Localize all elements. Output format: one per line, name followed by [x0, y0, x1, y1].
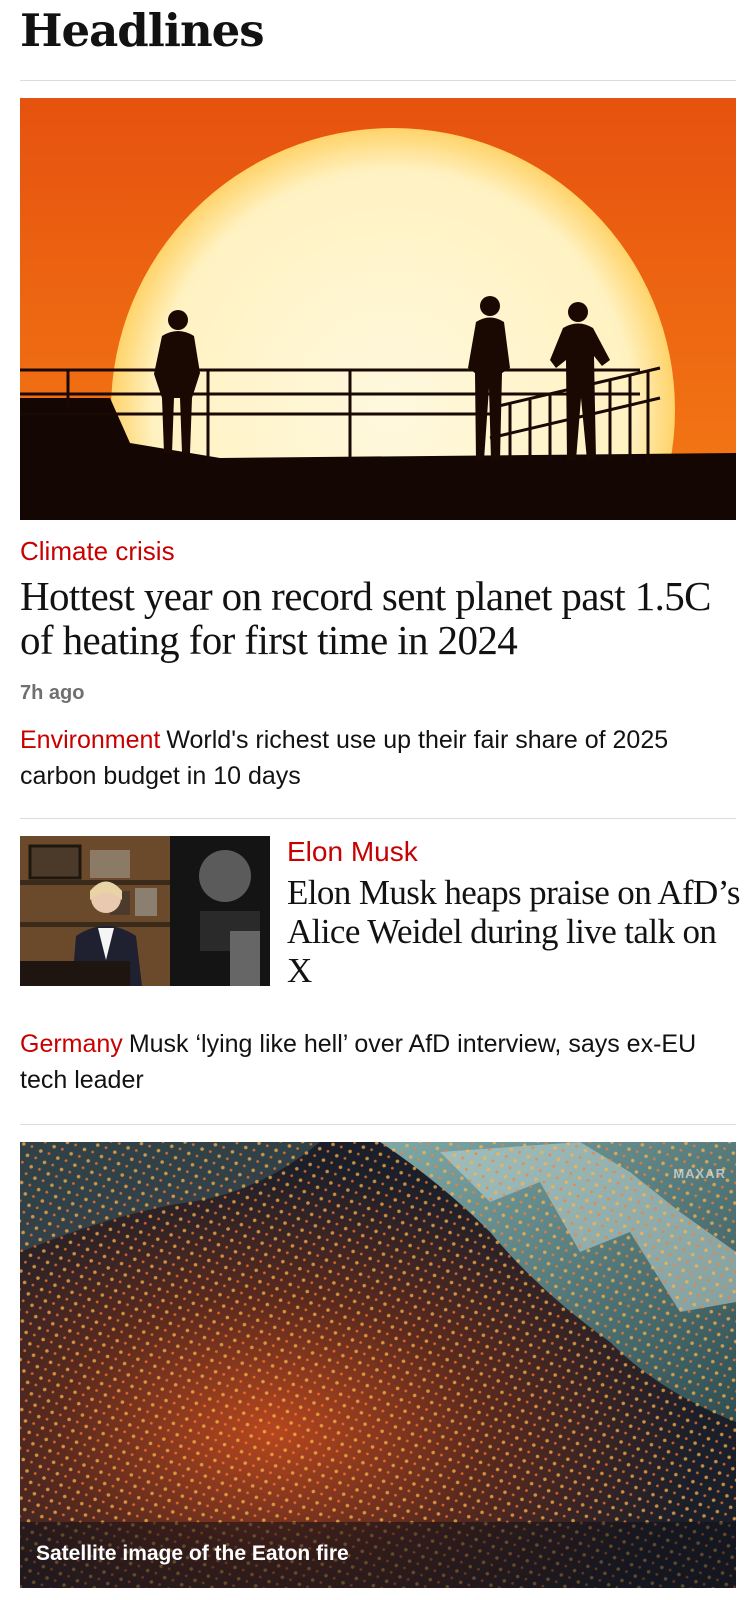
divider — [20, 80, 736, 81]
related-kicker: Germany — [20, 1030, 123, 1058]
divider — [20, 818, 736, 819]
related-kicker: Environment — [20, 726, 161, 754]
lead-image[interactable] — [20, 98, 736, 520]
card-headline[interactable]: Elon Musk heaps praise on AfD’s Alice We… — [287, 873, 740, 990]
related-headline: World's richest use up their fair share … — [20, 726, 669, 790]
image-caption: Satellite image of the Eaton fire — [36, 1542, 349, 1565]
related-link-environment[interactable]: Environment World's richest use up their … — [20, 722, 720, 794]
card-kicker[interactable]: Elon Musk — [287, 836, 418, 867]
feature-image[interactable] — [20, 1142, 736, 1588]
lead-headline[interactable]: Hottest year on record sent planet past … — [20, 573, 712, 663]
related-headline: Musk ‘lying like hell’ over AfD intervie… — [20, 1030, 697, 1094]
lead-kicker[interactable]: Climate crisis — [20, 536, 175, 566]
image-credit: MAXAR — [673, 1166, 726, 1181]
card-thumbnail[interactable] — [20, 836, 270, 986]
section-title: Headlines — [20, 4, 265, 57]
divider — [20, 1124, 736, 1125]
lead-timestamp: 7h ago — [20, 682, 85, 704]
related-link-germany[interactable]: Germany Musk ‘lying like hell’ over AfD i… — [20, 1026, 720, 1098]
